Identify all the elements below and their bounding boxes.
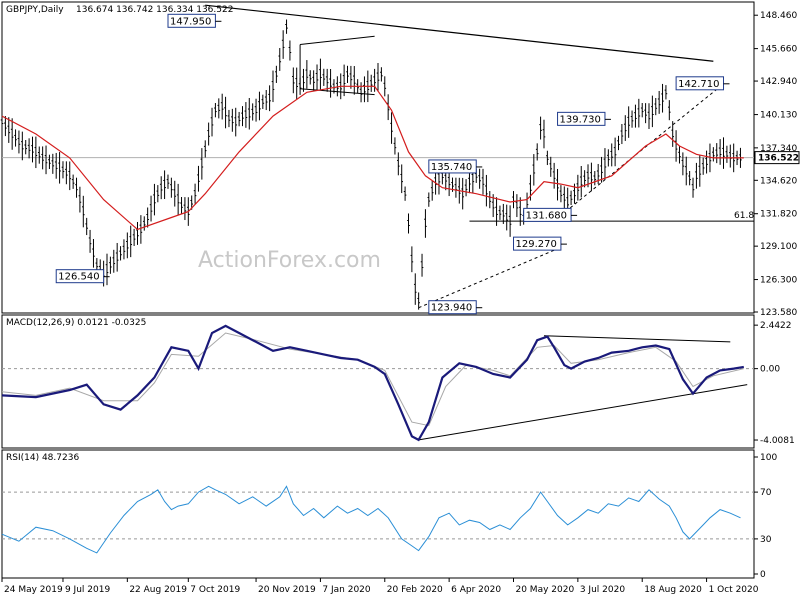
macd-line — [1, 324, 744, 442]
price-annotation-label: 147.950 — [170, 16, 211, 27]
x-tick-label: 24 May 2019 — [4, 585, 63, 595]
resistance-trendline — [205, 4, 714, 62]
macd-title: MACD(12,26,9) 0.0121 -0.0325 — [6, 318, 146, 328]
price-tick-label: 145.660 — [760, 45, 797, 55]
moving-average-line — [1, 85, 744, 231]
fib-618-label: 61.8 — [734, 211, 754, 221]
price-annotation-label: 135.740 — [431, 162, 472, 173]
price-tick-label: 140.130 — [760, 111, 797, 121]
price-annotation-label: 131.680 — [526, 210, 567, 221]
price-annotation-label: 139.730 — [560, 114, 601, 125]
channel-upper-line — [300, 35, 375, 46]
last-price-label: 136.522 — [758, 154, 799, 164]
rsi-line — [1, 485, 741, 554]
price-tick-label: 126.300 — [760, 276, 797, 286]
price-tick-label: 123.580 — [760, 308, 797, 318]
x-axis: 24 May 2019 9 Jul 2019 22 Aug 2019 7 Oct 20… — [1, 578, 759, 595]
macd-pane: 2.4422 0.00 -4.0081 — [1, 321, 795, 446]
rsi-pane-frame — [1, 449, 755, 579]
macd-signal-line — [1, 332, 744, 427]
price-tick-label: 148.460 — [760, 11, 797, 21]
rsi-tick-label: 30 — [760, 535, 772, 545]
price-tick-label: 131.820 — [760, 210, 797, 220]
macd-tick-label: 0.00 — [760, 365, 780, 375]
x-tick-label: 7 Oct 2019 — [190, 585, 240, 595]
macd-tick-label: -4.0081 — [760, 436, 795, 446]
x-tick-label: 3 Jul 2020 — [580, 585, 625, 595]
x-tick-label: 22 Aug 2019 — [129, 585, 187, 595]
price-annotation-label: 129.270 — [516, 239, 557, 250]
x-tick-label: 7 Jan 2020 — [322, 585, 370, 595]
price-tick-label: 137.340 — [760, 144, 797, 154]
rsi-tick-label: 0 — [760, 570, 766, 580]
price-tick-label: 129.100 — [760, 242, 797, 252]
price-annotation-label: 123.940 — [431, 303, 472, 314]
rsi-tick-label: 70 — [760, 488, 772, 498]
support-dashed-line — [418, 246, 562, 309]
x-tick-label: 1 Oct 2020 — [709, 585, 759, 595]
x-tick-label: 20 May 2020 — [515, 585, 574, 595]
price-annotation-label: 142.710 — [678, 79, 719, 90]
x-tick-label: 20 Nov 2019 — [258, 585, 316, 595]
macd-pane-frame — [1, 314, 755, 449]
macd-upper-trendline — [543, 335, 731, 343]
ohlc-label: 136.674 136.742 136.334 136.522 — [76, 5, 233, 15]
rsi-pane: 100 70 30 0 — [1, 453, 777, 580]
price-tick-label: 142.940 — [760, 77, 797, 87]
price-annotation-label: 126.540 — [58, 272, 99, 283]
macd-tick-label: 2.4422 — [760, 321, 792, 331]
watermark: ActionForex.com — [198, 248, 381, 273]
instrument-label: GBPJPY,Daily — [6, 5, 64, 15]
price-annotation-box — [167, 13, 216, 28]
x-tick-label: 20 Feb 2020 — [387, 585, 443, 595]
price-tick-label: 134.620 — [760, 176, 797, 186]
x-tick-label: 18 Aug 2020 — [644, 585, 702, 595]
rsi-tick-label: 100 — [760, 453, 777, 463]
x-tick-label: 6 Apr 2020 — [451, 585, 501, 595]
rsi-title: RSI(14) 48.7236 — [6, 453, 79, 463]
last-price-box — [754, 151, 800, 165]
price-pane: 148.460 145.660 142.940 140.130 137.340 134.6… — [0, 4, 800, 318]
x-tick-label: 9 Jul 2019 — [65, 585, 110, 595]
